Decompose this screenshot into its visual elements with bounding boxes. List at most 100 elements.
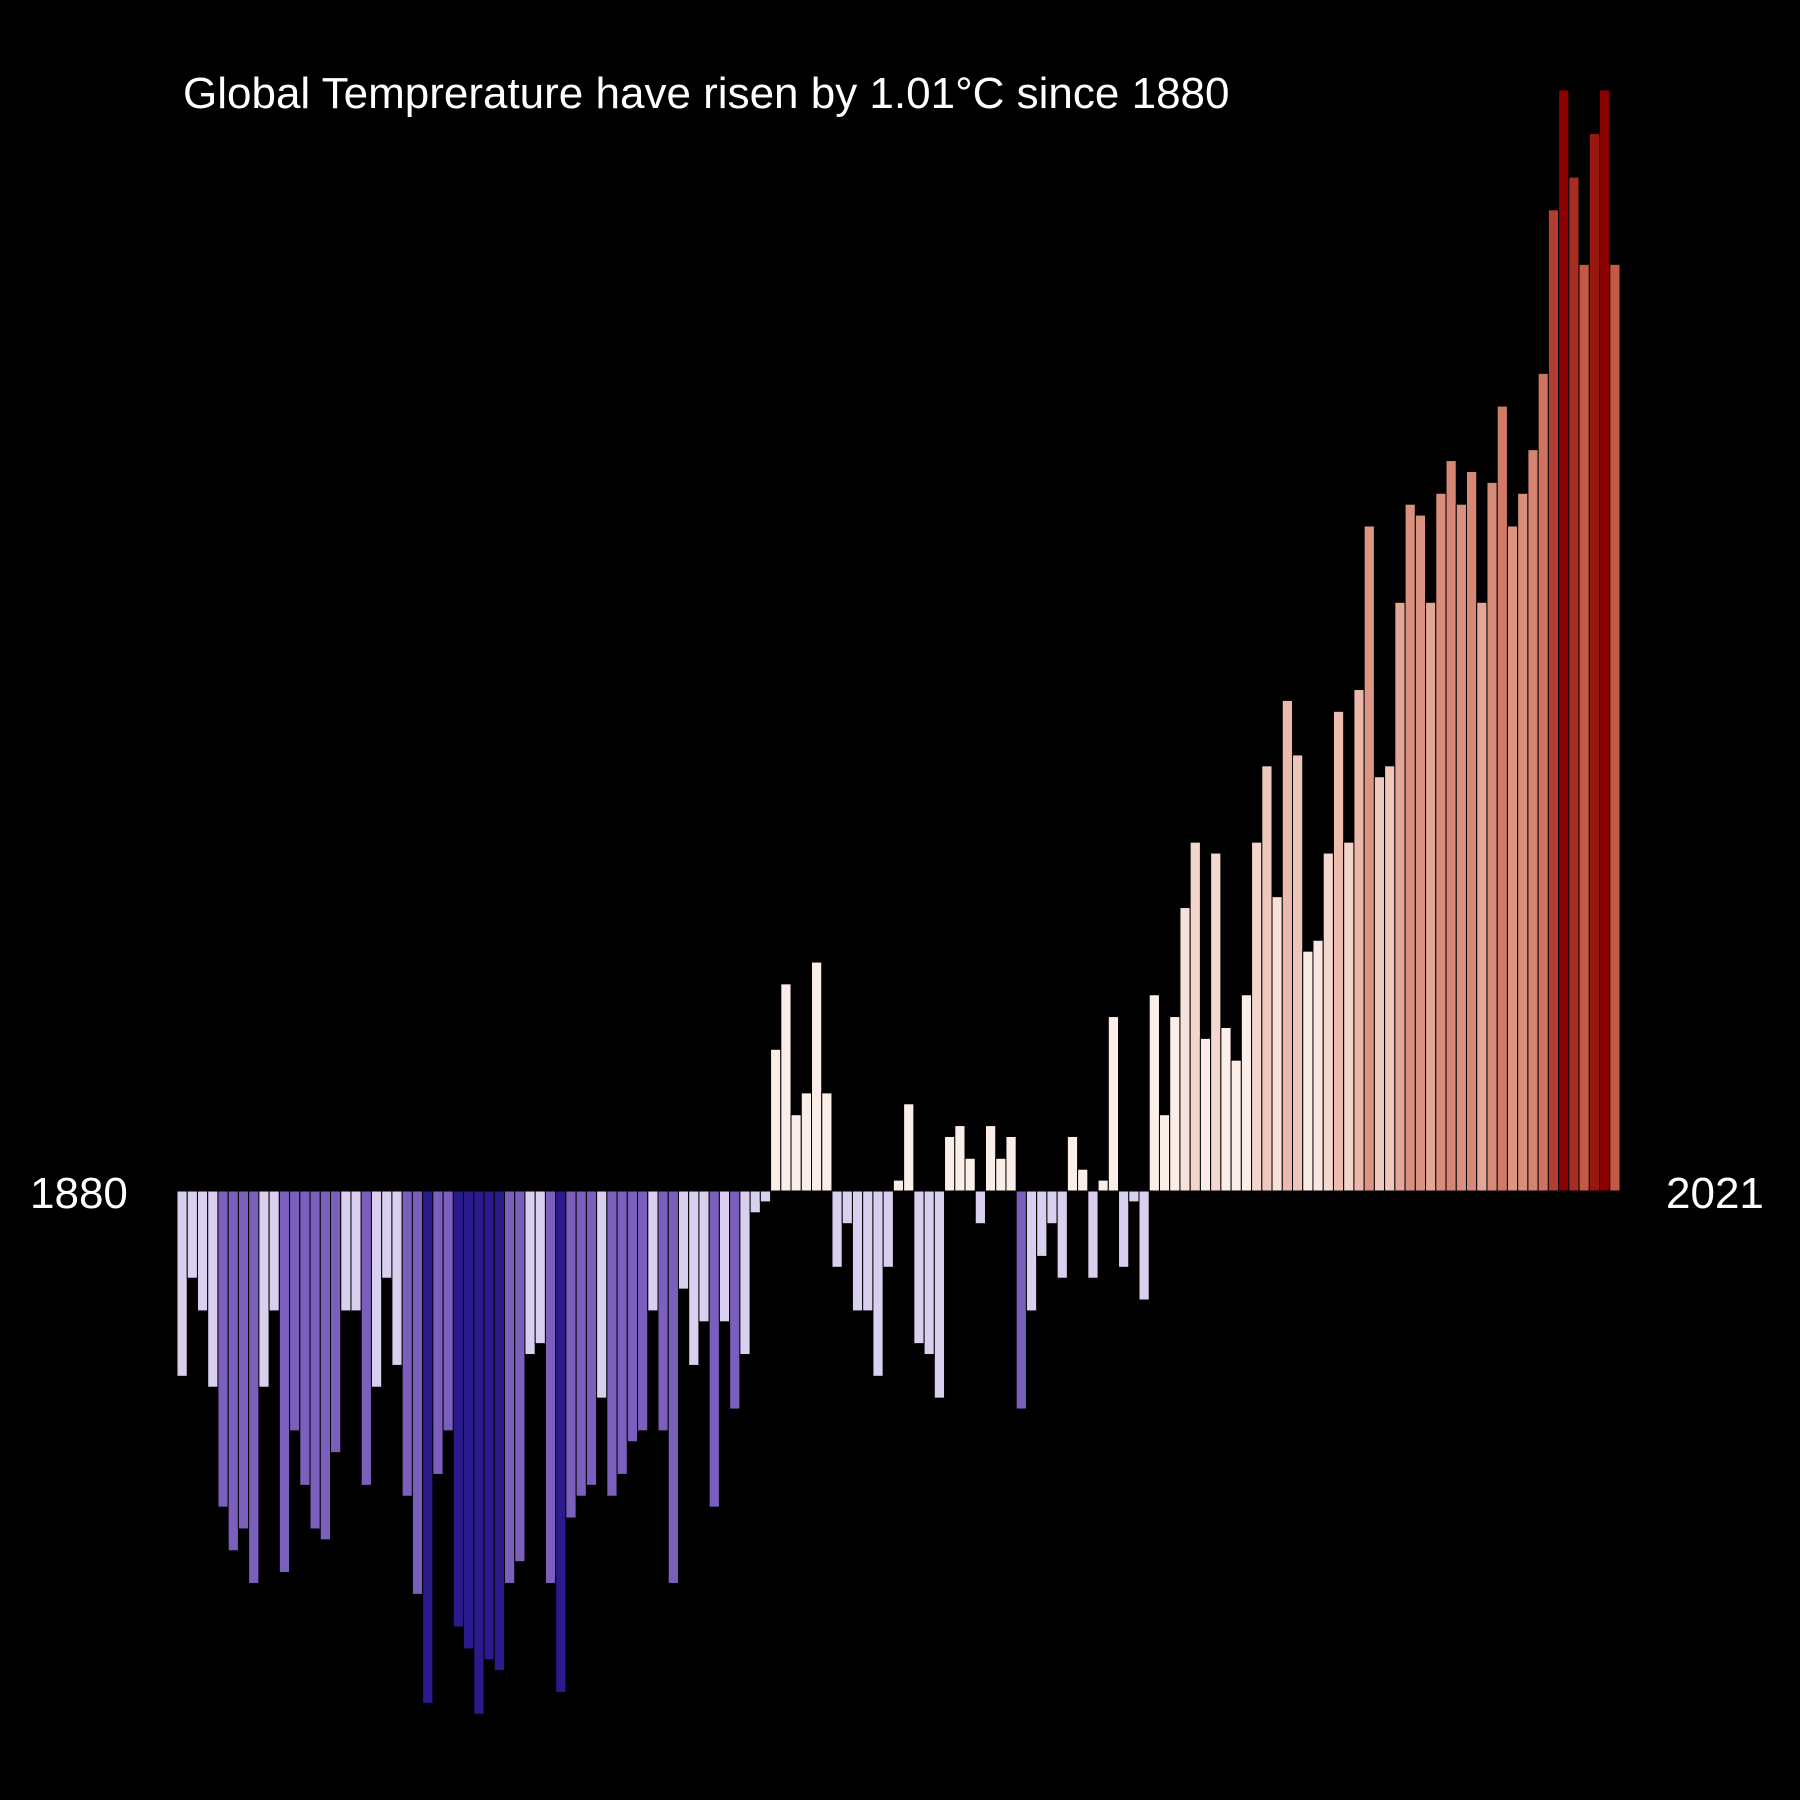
bar-1982 bbox=[1220, 1026, 1232, 1192]
bar-1893 bbox=[309, 1190, 321, 1530]
bar-1995 bbox=[1353, 689, 1365, 1192]
bar-1923 bbox=[616, 1190, 628, 1475]
bar-1972 bbox=[1118, 1190, 1130, 1268]
bar-1946 bbox=[851, 1190, 864, 1312]
bar-1971 bbox=[1107, 1016, 1120, 1192]
bar-1930 bbox=[688, 1190, 700, 1366]
bar-1924 bbox=[626, 1190, 639, 1443]
bar-1958 bbox=[974, 1190, 986, 1225]
bar-2018 bbox=[1588, 133, 1601, 1192]
bar-2019 bbox=[1599, 89, 1611, 1192]
bar-2003 bbox=[1435, 492, 1447, 1192]
bar-1944 bbox=[831, 1190, 843, 1268]
bar-1964 bbox=[1036, 1190, 1048, 1257]
bar-1951 bbox=[903, 1103, 915, 1192]
bar-1908 bbox=[463, 1190, 475, 1650]
bar-1938 bbox=[770, 1048, 782, 1192]
bar-1912 bbox=[503, 1190, 516, 1584]
bar-2010 bbox=[1506, 525, 1519, 1192]
bar-2002 bbox=[1425, 601, 1437, 1192]
bar-1979 bbox=[1189, 841, 1201, 1192]
bar-1881 bbox=[186, 1190, 198, 1279]
bar-1894 bbox=[319, 1190, 332, 1541]
bar-1900 bbox=[381, 1190, 393, 1279]
bar-1927 bbox=[657, 1190, 669, 1432]
bar-1882 bbox=[196, 1190, 209, 1312]
bar-1883 bbox=[207, 1190, 219, 1388]
bar-1903 bbox=[411, 1190, 424, 1595]
bar-1913 bbox=[514, 1190, 526, 1563]
bar-1980 bbox=[1199, 1037, 1212, 1192]
chart-title: Global Temprerature have risen by 1.01°C… bbox=[183, 69, 1229, 118]
bar-1993 bbox=[1332, 710, 1345, 1192]
bar-1985 bbox=[1251, 841, 1263, 1192]
bar-1962 bbox=[1015, 1190, 1027, 1410]
bar-1929 bbox=[677, 1190, 690, 1290]
bar-1987 bbox=[1271, 896, 1283, 1192]
bar-1999 bbox=[1394, 601, 1406, 1192]
bar-1942 bbox=[811, 961, 823, 1192]
bar-1954 bbox=[933, 1190, 946, 1399]
bar-1895 bbox=[330, 1190, 342, 1454]
bar-1919 bbox=[575, 1190, 587, 1497]
bar-1905 bbox=[432, 1190, 444, 1475]
bar-1955 bbox=[944, 1135, 956, 1192]
bar-1967 bbox=[1066, 1135, 1079, 1192]
bar-1898 bbox=[360, 1190, 372, 1486]
bar-2004 bbox=[1445, 460, 1457, 1192]
bar-1945 bbox=[841, 1190, 853, 1225]
bar-1935 bbox=[739, 1190, 751, 1356]
bar-1892 bbox=[299, 1190, 311, 1486]
bar-1996 bbox=[1363, 525, 1375, 1192]
bar-1994 bbox=[1343, 841, 1355, 1192]
bar-1960 bbox=[995, 1157, 1007, 1192]
bar-1902 bbox=[401, 1190, 413, 1497]
bar-1886 bbox=[237, 1190, 250, 1530]
bar-1947 bbox=[862, 1190, 874, 1312]
bar-2008 bbox=[1486, 481, 1498, 1192]
bar-1932 bbox=[708, 1190, 720, 1508]
bar-1889 bbox=[268, 1190, 280, 1312]
bar-1896 bbox=[340, 1190, 352, 1312]
bar-1943 bbox=[821, 1092, 833, 1192]
bar-1891 bbox=[289, 1190, 301, 1432]
bar-1884 bbox=[217, 1190, 229, 1508]
bar-1989 bbox=[1292, 754, 1304, 1192]
bar-1973 bbox=[1128, 1190, 1140, 1203]
bar-1925 bbox=[637, 1190, 649, 1432]
bar-2005 bbox=[1455, 503, 1467, 1192]
bar-1880 bbox=[176, 1190, 188, 1377]
bar-2001 bbox=[1414, 514, 1427, 1192]
bar-1906 bbox=[442, 1190, 454, 1432]
bar-1965 bbox=[1046, 1190, 1058, 1225]
bar-1978 bbox=[1179, 907, 1191, 1192]
bar-2013 bbox=[1537, 372, 1549, 1192]
bar-2017 bbox=[1578, 263, 1590, 1192]
end-year-label: 2021 bbox=[1666, 1169, 1764, 1218]
bar-1975 bbox=[1148, 994, 1160, 1192]
bar-1974 bbox=[1138, 1190, 1150, 1301]
bars-group bbox=[176, 89, 1621, 1715]
bar-1907 bbox=[452, 1190, 465, 1628]
bar-1885 bbox=[227, 1190, 239, 1552]
bar-1959 bbox=[984, 1125, 997, 1192]
bar-2014 bbox=[1547, 209, 1560, 1192]
start-year-label: 1880 bbox=[30, 1169, 128, 1218]
bar-1918 bbox=[565, 1190, 577, 1519]
bar-2011 bbox=[1517, 492, 1529, 1192]
bar-1949 bbox=[882, 1190, 894, 1268]
bar-1933 bbox=[718, 1190, 731, 1323]
bar-1939 bbox=[780, 983, 792, 1192]
bar-1966 bbox=[1056, 1190, 1068, 1279]
bar-1986 bbox=[1261, 765, 1273, 1192]
bar-1909 bbox=[473, 1190, 485, 1715]
bar-1997 bbox=[1373, 776, 1386, 1192]
bar-2009 bbox=[1496, 405, 1508, 1192]
bar-1981 bbox=[1210, 852, 1222, 1192]
bar-1915 bbox=[534, 1190, 546, 1345]
bar-1940 bbox=[790, 1114, 802, 1192]
bar-1890 bbox=[278, 1190, 291, 1574]
bar-1901 bbox=[391, 1190, 403, 1366]
bar-1904 bbox=[422, 1190, 434, 1704]
